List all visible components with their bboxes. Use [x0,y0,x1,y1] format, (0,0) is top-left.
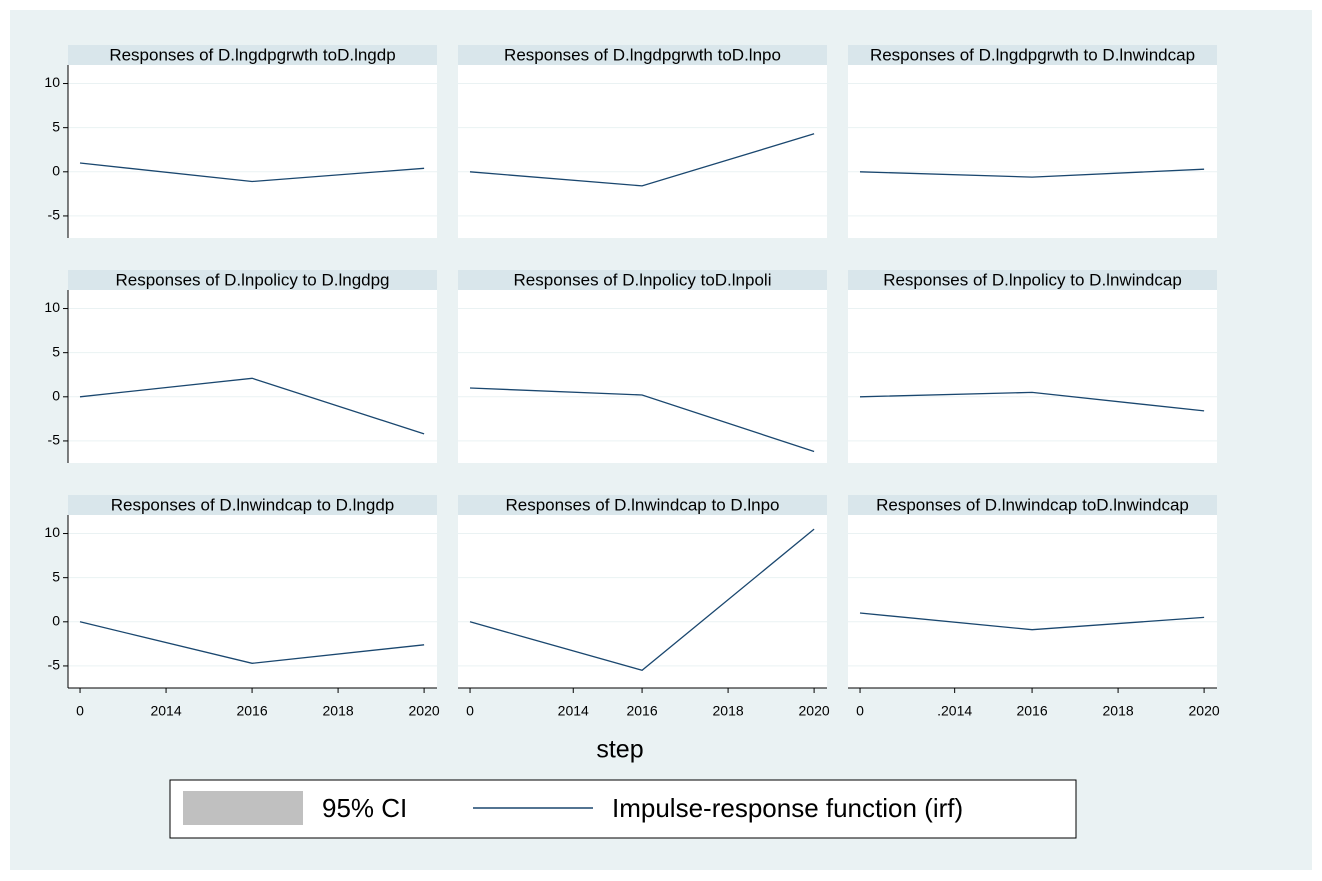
plot-area [68,290,437,463]
y-tick-label: 0 [52,163,60,179]
y-tick-label: -5 [48,432,61,448]
panel-title: Responses of D.lnwindcap to D.lnpo [505,495,779,514]
panel-title: Responses of D.lnpolicy to D.lnwindcap [883,270,1182,289]
y-tick-label: 5 [52,568,60,584]
x-tick-label: 0 [76,703,84,719]
irf-line [859,391,1205,412]
title-bar [848,495,1217,515]
irf-line [79,621,425,664]
plot-area [68,65,437,238]
x-tick-label: 2018 [713,703,744,719]
x-tick-label: 2018 [1103,703,1134,719]
x-tick-label: 2016 [236,703,267,719]
panel-title: Responses of D.lngdpgrwth to D.lnwindcap [870,45,1195,64]
plot-area [68,515,437,688]
legend-label: Impulse-response function (irf) [612,793,963,823]
title-bar [68,45,437,65]
y-tick-label: 10 [44,74,60,90]
x-tick-label: 2020 [1189,703,1220,719]
x-tick-label: 0 [856,703,864,719]
x-tick-label: 2018 [323,703,354,719]
x-axis-label: step [596,736,643,764]
x-tick-label: 2020 [409,703,440,719]
legend-label: 95% CI [322,793,407,823]
plot-area [458,290,827,463]
plot-area [458,65,827,238]
panel-title: Responses of D.lngdpgrwth toD.lnpo [504,45,781,64]
plot-area [848,65,1217,238]
y-tick-label: -5 [48,657,61,673]
legend-swatch-ci [183,791,303,825]
y-tick-label: 0 [52,388,60,404]
x-tick-label: 2020 [799,703,830,719]
y-tick-label: 10 [44,299,60,315]
legend [169,779,1077,839]
x-tick-label: .2014 [937,703,972,719]
title-bar [68,495,437,515]
title-bar [458,270,827,290]
y-tick-label: 10 [44,524,60,540]
title-bar [458,45,827,65]
y-tick-label: 5 [52,343,60,359]
panel-title: Responses of D.lnpolicy to D.lngdpg [115,270,389,289]
x-tick-label: 2014 [558,703,589,719]
panel-title: Responses of D.lnwindcap toD.lnwindcap [876,495,1189,514]
title-bar [458,495,827,515]
irf-line [469,133,815,187]
irf-line [469,528,815,672]
irf-line [79,162,425,183]
x-tick-label: 2016 [626,703,657,719]
panel-title: Responses of D.lnpolicy toD.lnpoli [514,270,772,289]
title-bar [848,45,1217,65]
title-bar [68,270,437,290]
y-tick-label: -5 [48,207,61,223]
irf-line [469,387,815,453]
x-tick-label: 0 [466,703,474,719]
plot-area [848,290,1217,463]
irf-line [859,612,1205,631]
plot-area [848,515,1217,688]
x-tick-label: 2014 [150,703,181,719]
panel-title: Responses of D.lngdpgrwth toD.lngdp [109,45,395,64]
y-tick-label: 0 [52,613,60,629]
title-bar [848,270,1217,290]
irf-line [859,168,1205,178]
irf-line [79,377,425,435]
plot-area [458,515,827,688]
x-tick-label: 2016 [1016,703,1047,719]
panel-title: Responses of D.lnwindcap to D.lngdp [111,495,395,514]
y-tick-label: 5 [52,118,60,134]
